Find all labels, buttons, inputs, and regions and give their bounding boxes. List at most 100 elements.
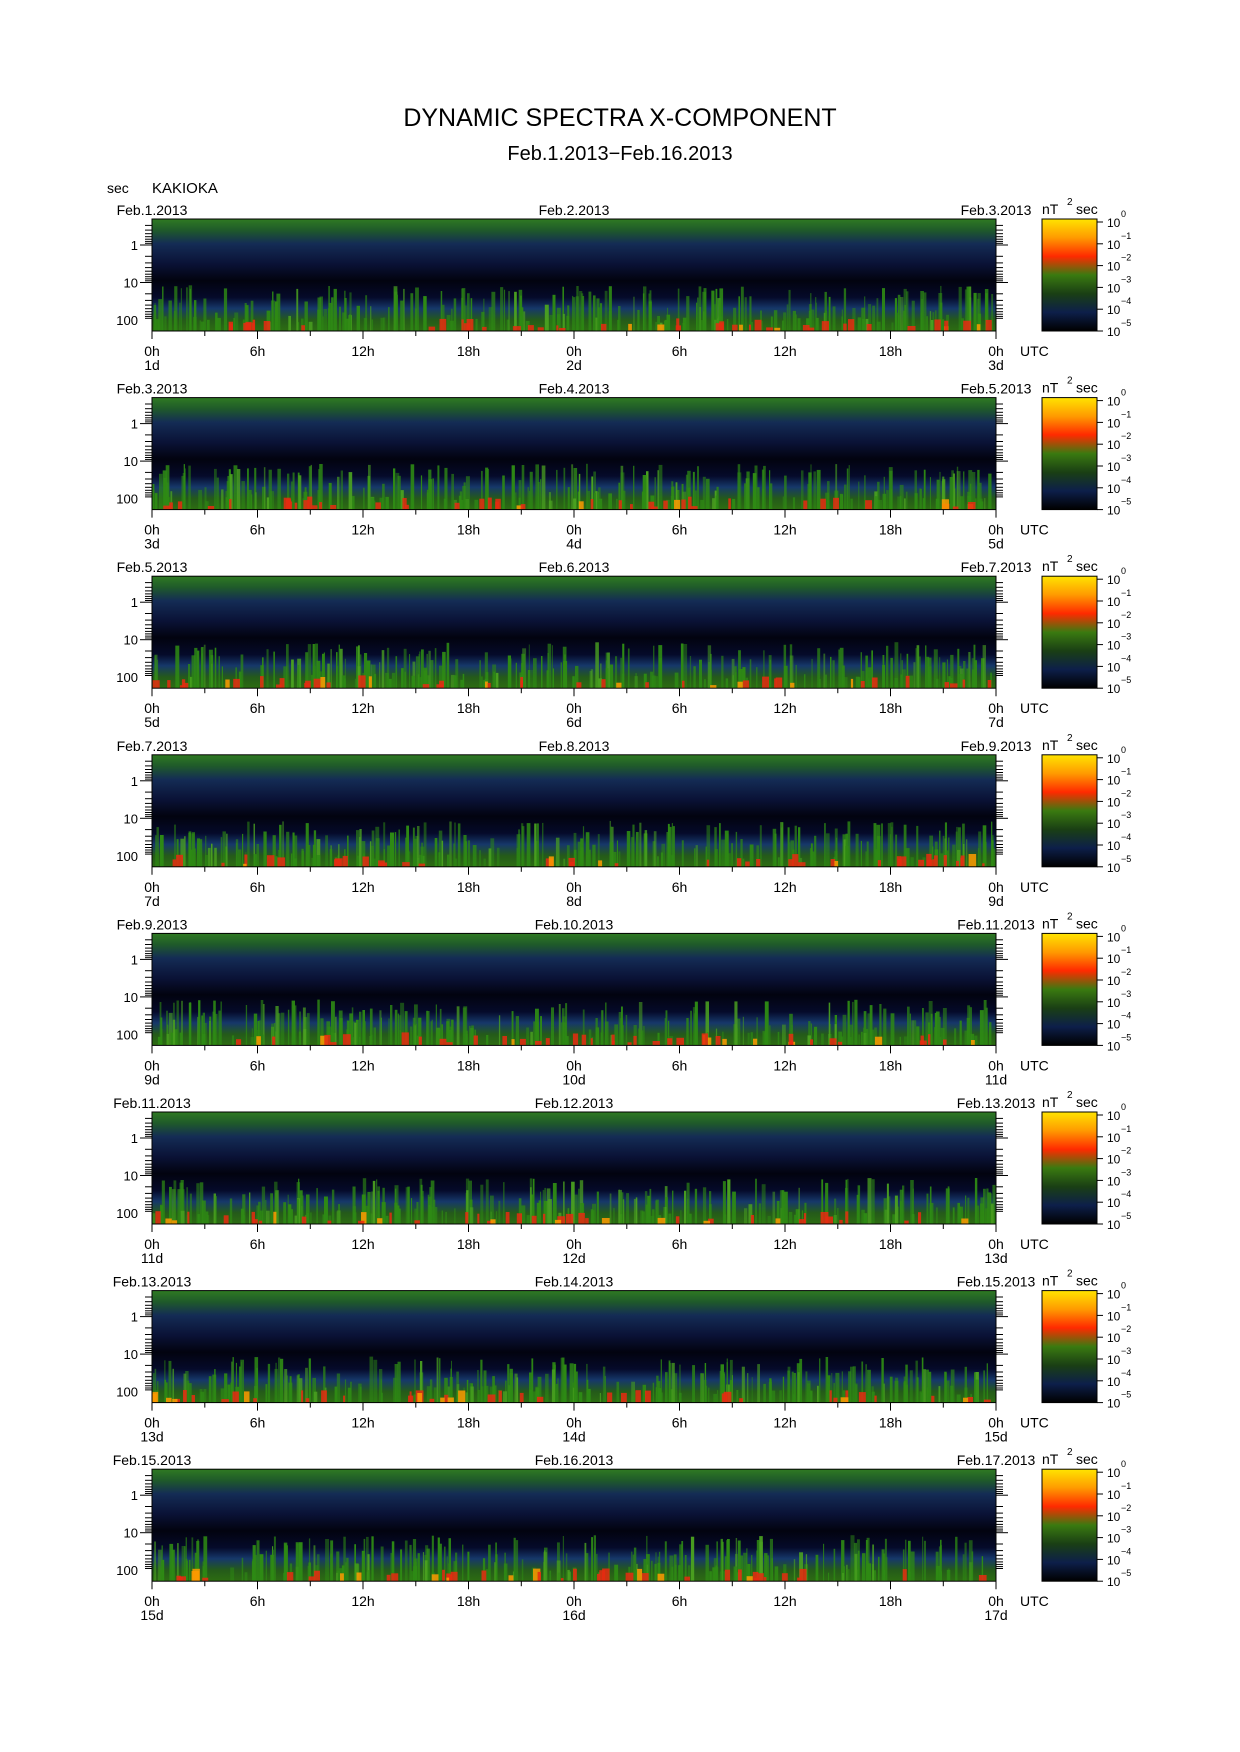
colorbar-tick-base: 10 — [1107, 861, 1121, 875]
x-tick-label: 18h — [457, 1057, 480, 1073]
colorbar-unit-suffix: sec — [1076, 558, 1098, 574]
colorbar-tick-base: 10 — [1107, 774, 1121, 788]
x-tick-label: 6h — [250, 1593, 266, 1609]
date-left-label: Feb.9.2013 — [117, 916, 188, 932]
x-tick-label: 6h — [672, 1057, 688, 1073]
y-tick-label: 10 — [124, 811, 138, 826]
y-unit-label: sec — [107, 180, 129, 196]
colorbar-unit-exponent: 2 — [1067, 376, 1073, 387]
day-left-label: 7d — [144, 893, 160, 909]
x-tick-label: 6h — [672, 879, 688, 895]
day-right-label: 3d — [988, 357, 1004, 373]
colorbar-tick-exponent: −2 — [1121, 1146, 1131, 1156]
day-left-label: 5d — [144, 714, 160, 730]
x-tick-label: 12h — [351, 1593, 374, 1609]
date-right-label: Feb.5.2013 — [961, 381, 1032, 397]
x-tick-label: 0h — [988, 1593, 1004, 1609]
day-left-label: 13d — [140, 1429, 163, 1445]
x-tick-label: 6h — [672, 1415, 688, 1431]
colorbar-tick-exponent: −5 — [1121, 318, 1131, 328]
date-mid-label: Feb.12.2013 — [535, 1095, 614, 1111]
y-axis — [140, 1475, 1008, 1569]
spectrogram-panel-8: Feb.15.2013 Feb.16.2013 Feb.17.20131101000… — [113, 1447, 1132, 1623]
x-tick-label: 18h — [879, 879, 902, 895]
day-mid-label: 2d — [566, 357, 582, 373]
x-tick-label: 12h — [773, 1415, 796, 1431]
date-mid-label: Feb.4.2013 — [539, 381, 610, 397]
colorbar-tick-exponent: −5 — [1121, 1568, 1131, 1578]
day-mid-label: 4d — [566, 536, 582, 552]
colorbar-tick-exponent: −2 — [1121, 967, 1131, 977]
x-tick-label: 0h — [144, 522, 160, 538]
x-tick-label: 6h — [250, 1057, 266, 1073]
colorbar-tick-base: 10 — [1107, 752, 1121, 766]
colorbar-tick-exponent: −3 — [1121, 1167, 1131, 1177]
y-tick-label: 100 — [116, 670, 138, 685]
colorbar-tick-exponent: −3 — [1121, 274, 1131, 284]
colorbar-gradient — [1041, 218, 1098, 332]
colorbar-tick-exponent: 0 — [1121, 209, 1126, 219]
colorbar-tick-base: 10 — [1107, 1109, 1121, 1123]
y-tick-label: 100 — [116, 313, 138, 328]
colorbar-tick-base: 10 — [1107, 216, 1121, 230]
day-right-label: 13d — [984, 1250, 1007, 1266]
chart-title: DYNAMIC SPECTRA X-COMPONENT — [403, 104, 837, 132]
colorbar-unit-label: nT — [1042, 737, 1059, 753]
colorbar-tick-exponent: −3 — [1121, 989, 1131, 999]
x-tick-label: 0h — [144, 1057, 160, 1073]
colorbar-tick-exponent: 0 — [1121, 923, 1126, 933]
x-unit-label: UTC — [1020, 1236, 1049, 1252]
y-tick-label: 100 — [116, 1563, 138, 1578]
day-left-label: 11d — [141, 1250, 163, 1266]
spectrogram-texture — [152, 463, 992, 510]
y-tick-label: 100 — [116, 1206, 138, 1221]
x-unit-label: UTC — [1020, 1415, 1049, 1431]
colorbar-tick-exponent: −3 — [1121, 810, 1131, 820]
colorbar-tick-exponent: −5 — [1121, 854, 1131, 864]
x-tick-label: 18h — [457, 700, 480, 716]
colorbar-tick-base: 10 — [1107, 817, 1121, 831]
x-tick-label: 18h — [457, 1593, 480, 1609]
day-right-label: 7d — [988, 714, 1004, 730]
x-tick-label: 12h — [351, 522, 374, 538]
x-tick-label: 6h — [250, 343, 266, 359]
x-tick-label: 6h — [250, 1415, 266, 1431]
colorbar-tick-base: 10 — [1107, 1153, 1121, 1167]
colorbar-tick-exponent: 0 — [1121, 1102, 1126, 1112]
x-tick-label: 6h — [672, 1236, 688, 1252]
y-tick-label: 1 — [131, 417, 138, 432]
spectrogram-texture — [155, 820, 996, 867]
y-tick-label: 100 — [116, 1027, 138, 1042]
date-mid-label: Feb.2.2013 — [539, 202, 610, 218]
date-left-label: Feb.13.2013 — [113, 1274, 192, 1290]
x-tick-label: 0h — [566, 522, 582, 538]
day-left-label: 1d — [144, 357, 160, 373]
colorbar-tick-exponent: −5 — [1121, 497, 1131, 507]
x-unit-label: UTC — [1020, 879, 1049, 895]
date-left-label: Feb.1.2013 — [117, 202, 188, 218]
colorbar-tick-base: 10 — [1107, 281, 1121, 295]
colorbar-tick-exponent: −1 — [1121, 588, 1131, 598]
x-tick-label: 0h — [566, 879, 582, 895]
colorbar-gradient — [1041, 1290, 1098, 1404]
y-axis — [140, 224, 1008, 319]
date-right-label: Feb.9.2013 — [961, 738, 1032, 754]
x-tick-label: 12h — [351, 1236, 374, 1252]
x-tick-label: 18h — [879, 1593, 902, 1609]
x-tick-label: 0h — [988, 700, 1004, 716]
day-right-label: 11d — [985, 1071, 1007, 1087]
x-tick-label: 18h — [879, 1415, 902, 1431]
colorbar-tick-base: 10 — [1107, 974, 1121, 988]
colorbar-unit-suffix: sec — [1076, 201, 1098, 217]
x-tick-label: 18h — [457, 522, 480, 538]
colorbar-tick-base: 10 — [1107, 1218, 1121, 1232]
colorbar-tick-base: 10 — [1107, 1510, 1121, 1524]
day-right-label: 5d — [988, 536, 1004, 552]
colorbar-gradient — [1041, 932, 1098, 1046]
colorbar-tick-base: 10 — [1107, 1466, 1121, 1480]
colorbar-tick-base: 10 — [1107, 1553, 1121, 1567]
spectrogram-panel-7: Feb.13.2013 Feb.14.2013 Feb.15.20131101000… — [113, 1269, 1132, 1445]
